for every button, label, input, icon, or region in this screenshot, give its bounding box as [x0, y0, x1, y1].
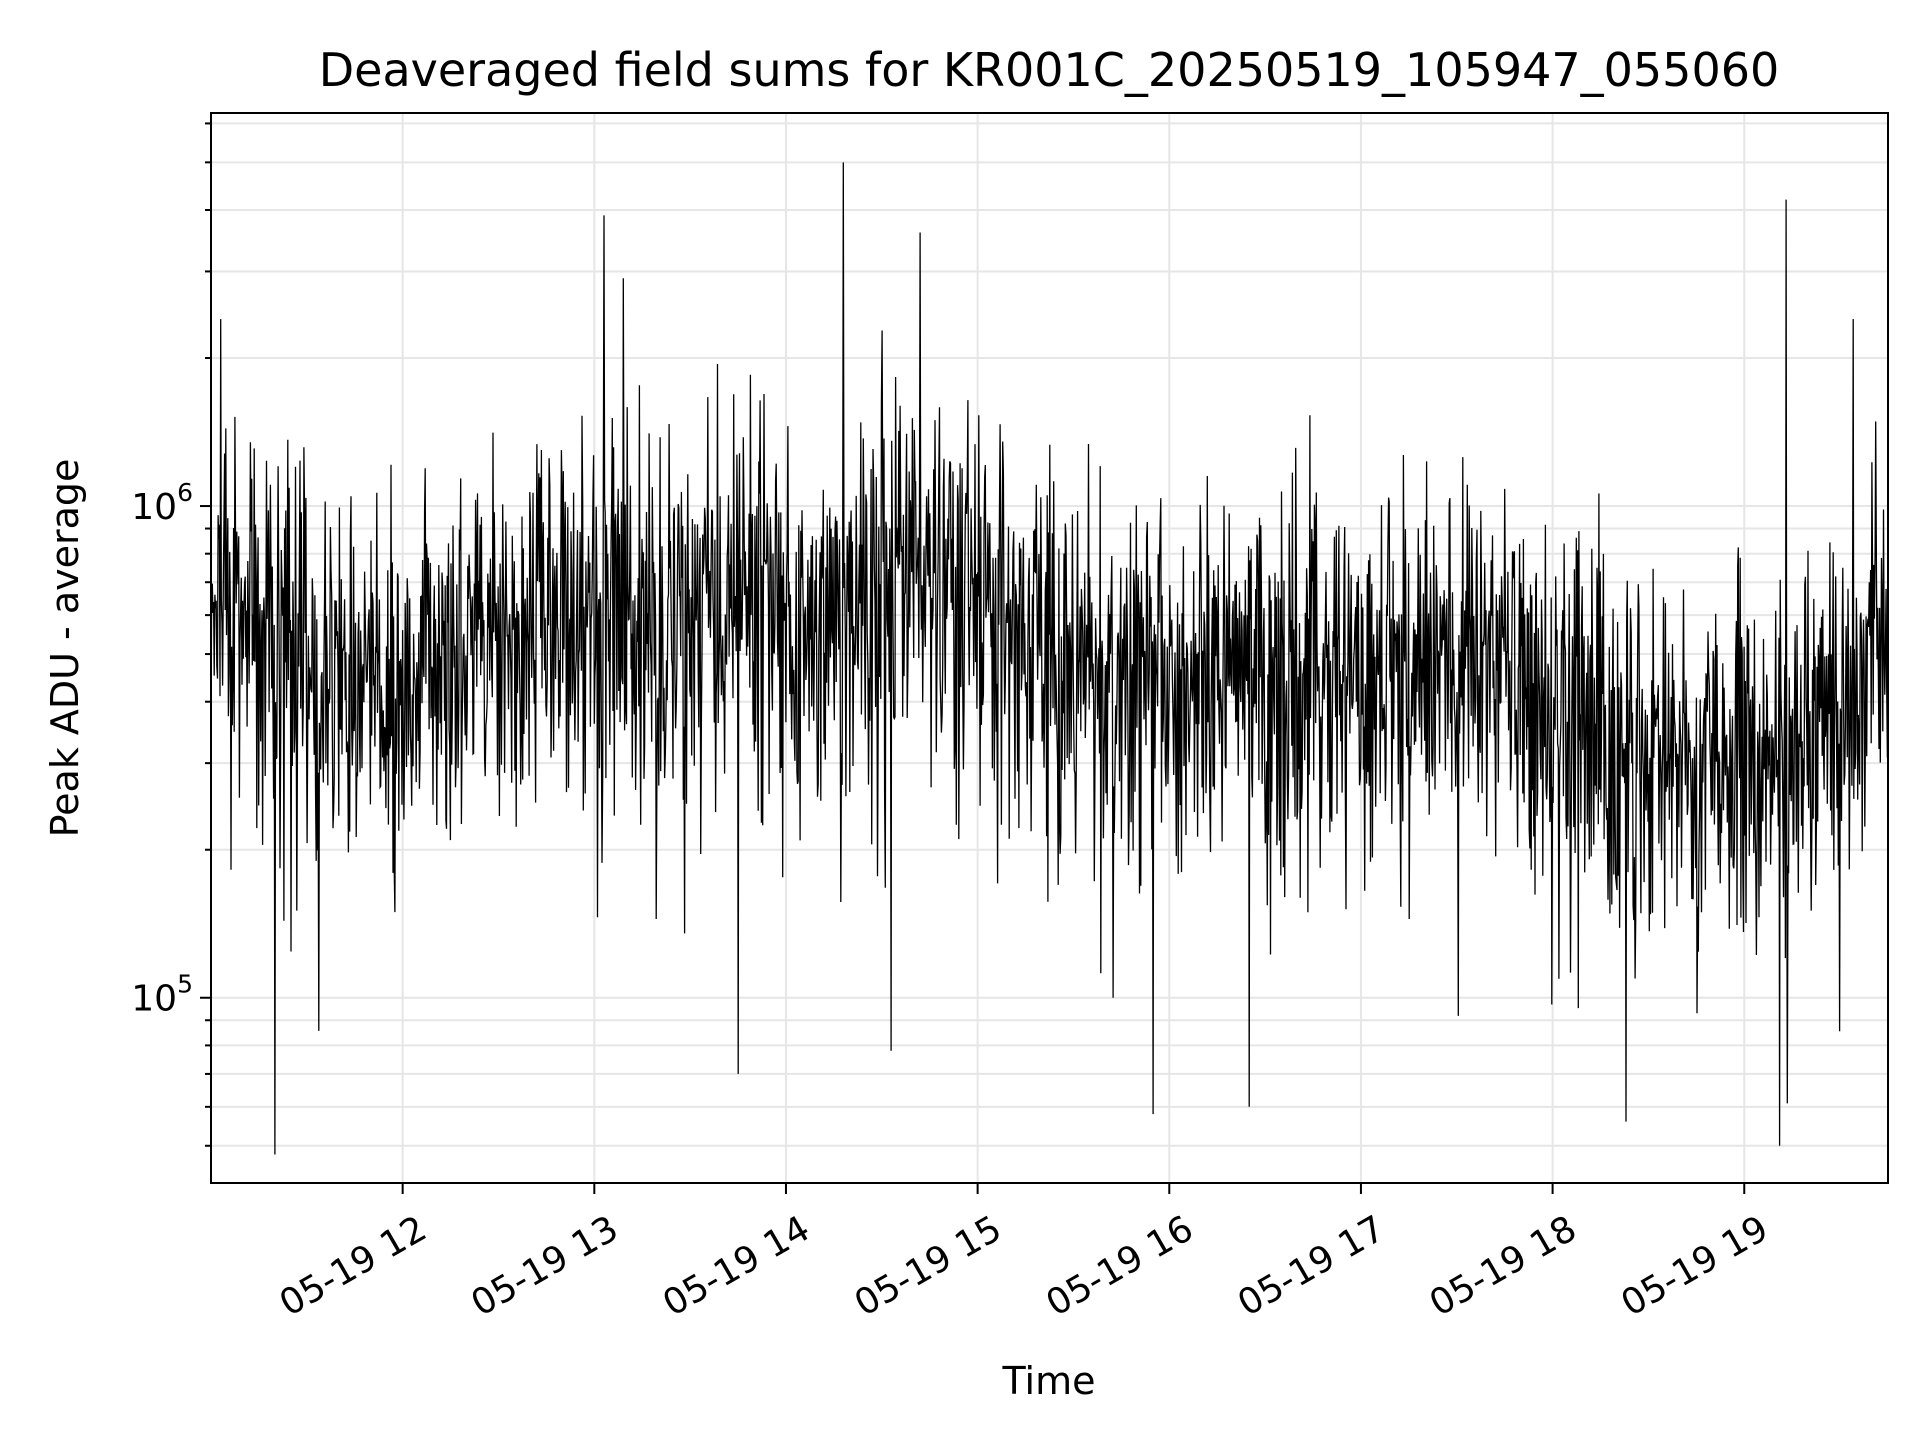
y-tick-label: 105 — [131, 970, 193, 1020]
x-tick-label: 05-19 12 — [273, 1208, 434, 1324]
series-line — [210, 162, 1889, 1155]
x-tick-label: 05-19 13 — [465, 1208, 626, 1324]
x-tick-label: 05-19 17 — [1231, 1208, 1392, 1324]
x-axis-label: Time — [1002, 1359, 1096, 1403]
x-tick-label: 05-19 14 — [656, 1208, 817, 1324]
y-tick-exponent: 6 — [177, 478, 193, 507]
x-tick-label: 05-19 18 — [1423, 1208, 1584, 1324]
grid-lines — [211, 113, 1888, 1183]
series-path — [210, 162, 1889, 1155]
y-tick-label: 106 — [131, 478, 193, 528]
x-tick-label: 05-19 15 — [848, 1208, 1009, 1324]
x-tick-label: 05-19 16 — [1040, 1208, 1201, 1324]
y-tick-base: 10 — [131, 979, 177, 1020]
x-tick-label: 05-19 19 — [1614, 1208, 1775, 1324]
plot-frame — [210, 112, 1889, 1184]
chart-title: Deaveraged field sums for KR001C_2025051… — [319, 43, 1780, 97]
x-axis: 05-19 12 05-19 13 05-19 14 05-19 15 05-19 16… — [273, 1183, 1775, 1325]
y-tick-base: 10 — [131, 487, 177, 528]
y-tick-exponent: 5 — [177, 970, 193, 999]
y-axis-label: Peak ADU - average — [43, 459, 87, 838]
